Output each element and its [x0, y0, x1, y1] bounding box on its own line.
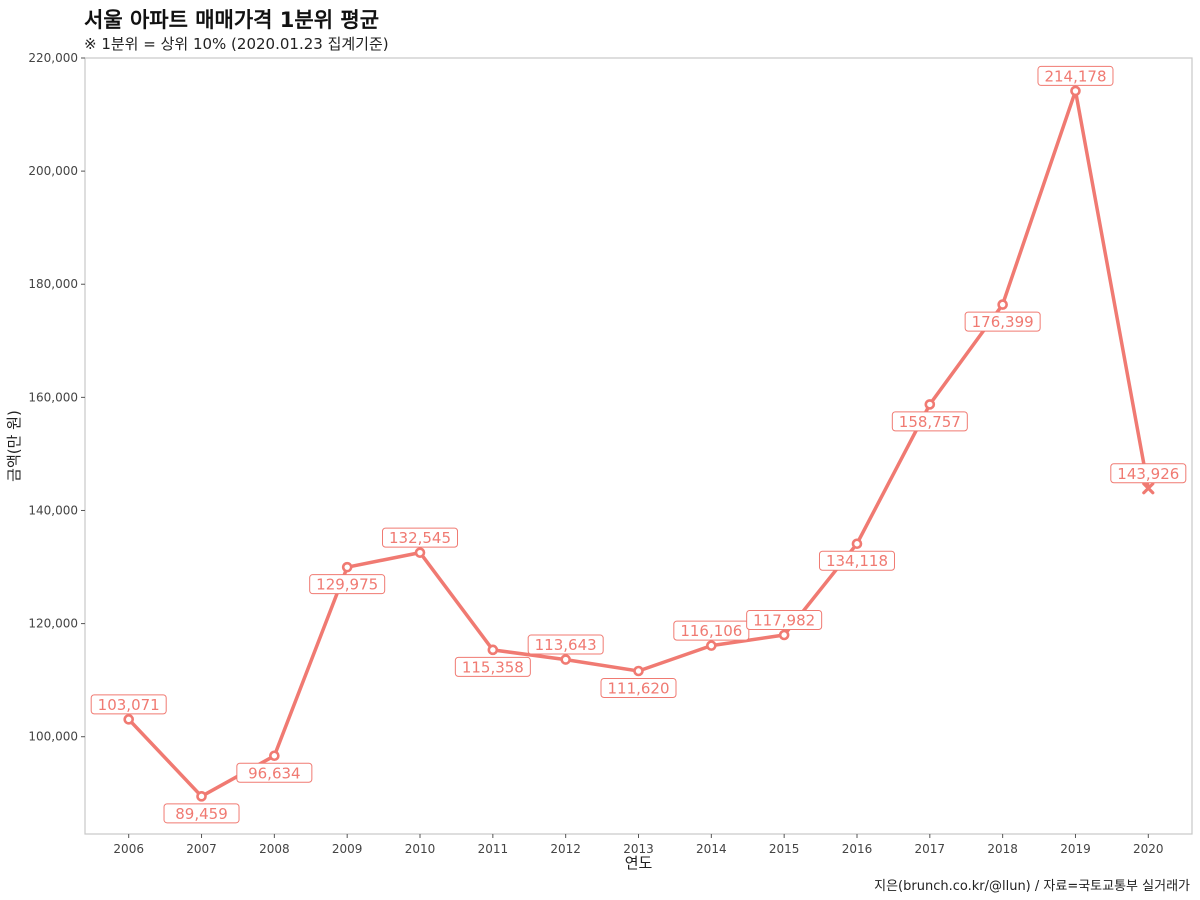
- x-tick-label: 2011: [478, 842, 509, 856]
- data-label: 103,071: [90, 694, 167, 715]
- data-label-text: 158,757: [899, 413, 961, 431]
- data-label-text: 143,926: [1117, 465, 1179, 483]
- data-label-box: [673, 620, 750, 641]
- data-point: [123, 714, 134, 725]
- data-point: [997, 299, 1008, 310]
- data-label: 214,178: [1037, 65, 1114, 86]
- data-label: 117,982: [746, 610, 823, 631]
- data-label: 143,926: [1110, 463, 1187, 484]
- data-label-box: [1110, 463, 1187, 484]
- data-label-text: 115,358: [462, 658, 524, 676]
- x-tick-label: 2017: [915, 842, 946, 856]
- x-tick-label: 2018: [987, 842, 1018, 856]
- chart-title: 서울 아파트 매매가격 1분위 평균: [84, 8, 380, 32]
- y-axis: 100,000 120,000 140,000 160,000 180,000 200,0…: [28, 51, 85, 744]
- y-tick-label: 140,000: [28, 503, 78, 517]
- x-tick-label: 2013: [623, 842, 654, 856]
- data-label: 129,975: [309, 574, 386, 595]
- data-labels: 103,071 89,459 96,634 129,975 132,545 115,358…: [90, 65, 1187, 824]
- data-label-text: 96,634: [248, 764, 301, 782]
- y-tick-label: 160,000: [28, 390, 78, 404]
- x-tick-label: 2010: [405, 842, 436, 856]
- data-label: 134,118: [818, 550, 895, 571]
- x-tick-label: 2014: [696, 842, 727, 856]
- data-label-box: [382, 527, 459, 548]
- data-label: 132,545: [382, 527, 459, 548]
- data-point: [924, 399, 936, 410]
- y-tick-label: 180,000: [28, 277, 78, 291]
- source-caption: 지은(brunch.co.kr/@llun) / 자료=국토교통부 실거래가: [874, 879, 1190, 894]
- data-label-text: 116,106: [680, 622, 742, 640]
- data-label-box: [527, 634, 604, 655]
- y-tick-label: 100,000: [28, 730, 78, 744]
- data-label-box: [309, 574, 386, 595]
- data-label-box: [454, 656, 531, 677]
- data-label: 111,620: [600, 677, 677, 698]
- x-tick-label: 2007: [186, 842, 217, 856]
- data-label: 113,643: [527, 634, 604, 655]
- data-label-box: [746, 610, 823, 631]
- data-label-box: [600, 677, 677, 698]
- data-point-cross: [1142, 482, 1155, 495]
- y-axis-title: 금액(만 원): [5, 410, 23, 482]
- data-label-text: 214,178: [1044, 67, 1106, 85]
- data-point: [560, 654, 571, 665]
- cross-stroke: [1142, 482, 1155, 495]
- data-label: 176,399: [964, 311, 1041, 332]
- data-label-box: [818, 550, 895, 571]
- data-label-box: [90, 694, 167, 715]
- data-label-text: 134,118: [826, 552, 888, 570]
- data-label: 116,106: [673, 620, 750, 641]
- x-tick-label: 2015: [769, 842, 800, 856]
- data-label-text: 176,399: [972, 313, 1034, 331]
- y-tick-label: 220,000: [28, 51, 78, 65]
- data-label: 96,634: [236, 762, 313, 783]
- data-label-box: [964, 311, 1041, 332]
- data-label-text: 111,620: [607, 679, 669, 697]
- x-axis-title: 연도: [625, 854, 653, 872]
- data-point: [778, 629, 790, 641]
- data-label-box: [236, 762, 313, 783]
- x-tick-label: 2009: [332, 842, 363, 856]
- data-label: 89,459: [163, 803, 240, 824]
- x-tick-label: 2019: [1060, 842, 1091, 856]
- plot-panel-border: [84, 57, 1193, 835]
- data-label-box: [891, 411, 968, 432]
- data-label-box: [163, 803, 240, 824]
- y-tick-label: 200,000: [28, 164, 78, 178]
- data-point: [633, 665, 644, 677]
- x-axis: 2006 2007 2008 2009 2010 2011 2012 2013 2014 2015…: [113, 834, 1164, 856]
- data-point: [487, 644, 499, 656]
- x-tick-label: 2016: [842, 842, 873, 856]
- chart-subtitle: ※ 1분위 = 상위 10% (2020.01.23 집계기준): [84, 35, 389, 53]
- y-tick-label: 120,000: [28, 617, 78, 631]
- data-label: 158,757: [891, 411, 968, 432]
- data-point: [341, 561, 353, 573]
- data-point: [414, 547, 426, 558]
- data-label-text: 89,459: [175, 805, 228, 823]
- data-point: [1070, 85, 1081, 97]
- x-tick-label: 2008: [259, 842, 290, 856]
- data-label-text: 113,643: [535, 636, 597, 654]
- data-point: [706, 640, 717, 651]
- data-points: [123, 85, 1155, 802]
- x-tick-label: 2006: [113, 842, 144, 856]
- data-label-text: 103,071: [98, 696, 160, 714]
- data-label: 115,358: [454, 656, 531, 677]
- data-label-text: 117,982: [753, 612, 815, 630]
- x-tick-label: 2020: [1133, 842, 1164, 856]
- data-point: [196, 791, 207, 802]
- data-point: [269, 750, 280, 762]
- data-label-box: [1037, 65, 1114, 86]
- data-label-text: 132,545: [389, 529, 451, 547]
- data-point: [851, 538, 863, 550]
- data-label-text: 129,975: [316, 576, 378, 594]
- x-tick-label: 2012: [550, 842, 581, 856]
